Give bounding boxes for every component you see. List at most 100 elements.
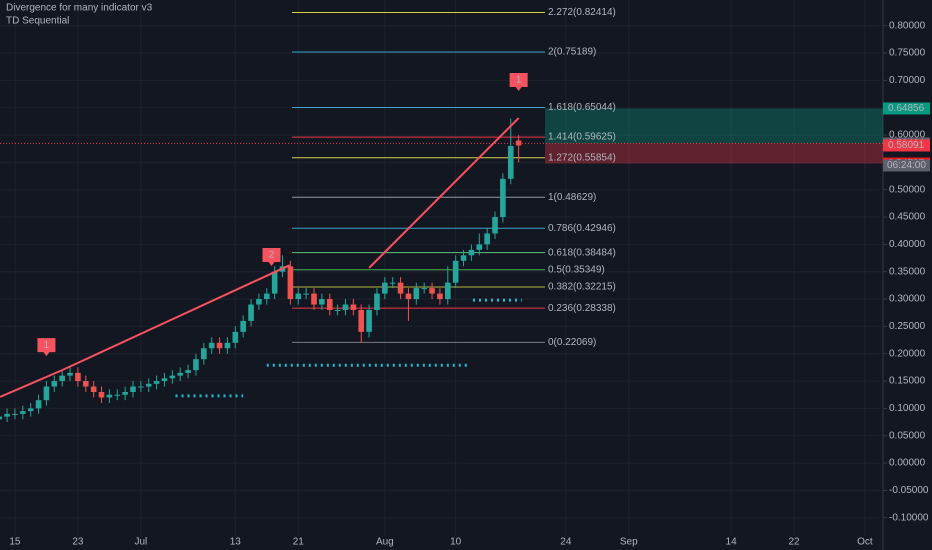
y-tick-label: 0.20000 [889, 348, 926, 359]
fib-label: 0.236(0.28338) [548, 303, 616, 314]
candle-body [366, 309, 372, 332]
candle-body [382, 282, 388, 294]
y-tick-label: 0.30000 [889, 294, 926, 305]
candle-body [114, 394, 121, 396]
candle-body [35, 400, 42, 409]
y-tick-label: 0.50000 [889, 184, 926, 195]
fib-label: 1.414(0.59625) [548, 132, 616, 143]
candle-body [500, 178, 506, 218]
candle-body [82, 381, 89, 387]
candle-body [263, 293, 270, 300]
indicator-label: Divergence for many indicator v3 [6, 3, 153, 14]
candle-body [515, 140, 522, 146]
fib-label: 1.618(0.65044) [548, 102, 616, 113]
candle-body [27, 408, 34, 412]
candle-body [350, 304, 357, 310]
y-tick-label: 0.00000 [889, 458, 926, 469]
candle-body [208, 342, 215, 349]
marker-label: 1 [44, 340, 50, 351]
x-tick-label: Aug [376, 537, 394, 548]
y-tick-label: 0.40000 [889, 239, 926, 250]
countdown-box [883, 159, 930, 172]
fib-label: 1(0.48629) [548, 192, 596, 203]
x-tick-label: 22 [789, 537, 801, 548]
candle-body [75, 372, 81, 382]
y-tick-label: 0.15000 [889, 376, 926, 387]
candle-body [492, 217, 498, 234]
candle-body [421, 288, 427, 290]
fib-label: 0.618(0.38484) [548, 247, 616, 258]
divergence-marker [37, 338, 56, 357]
candle-body [342, 304, 349, 310]
candle-body [303, 293, 309, 295]
candle-body [193, 359, 199, 371]
stop-zone [545, 143, 883, 164]
candle-body [311, 293, 317, 305]
x-tick-label: 10 [450, 537, 462, 548]
x-tick-label: 14 [726, 537, 738, 548]
divergence-line [61, 264, 291, 372]
candle-body [319, 299, 325, 305]
price-tag [883, 102, 930, 115]
candle-body [389, 282, 396, 284]
fib-label: 1.272(0.55854) [548, 152, 616, 163]
indicator-label: TD Sequential [6, 16, 69, 27]
fib-label: 0.382(0.32215) [548, 282, 616, 293]
candle-body [232, 331, 239, 343]
price-tag [883, 139, 930, 152]
candle-body [51, 381, 58, 387]
fib-label: 2.272(0.82414) [548, 7, 616, 18]
y-tick-label: -0.05000 [889, 485, 929, 496]
candle-body [20, 411, 26, 414]
marker-label: 2 [269, 250, 275, 261]
y-tick-label: 0.60000 [889, 130, 926, 141]
candle-body [240, 320, 246, 332]
candle-body [0, 416, 3, 420]
candle-body [43, 386, 50, 401]
candle-body [90, 386, 97, 392]
candle-body [358, 309, 365, 332]
candle-body [452, 260, 459, 283]
candle-body [326, 299, 333, 310]
x-tick-label: Oct [857, 537, 873, 548]
candle-body [468, 249, 475, 256]
candle-body [216, 342, 223, 349]
marker-label: 1 [516, 75, 522, 86]
candle-body [287, 266, 294, 300]
candle-body [444, 282, 451, 300]
candle-body [59, 375, 65, 382]
x-tick-label: Sep [620, 537, 638, 548]
divergence-line [368, 117, 520, 269]
countdown: 06:24:00 [887, 160, 926, 171]
y-tick-label: -0.10000 [889, 512, 929, 523]
candle-body [334, 309, 341, 311]
candle-body [476, 244, 483, 250]
candle-body [460, 255, 467, 261]
price-tag-label: 0.64856 [888, 103, 925, 114]
x-tick-label: 23 [72, 537, 84, 548]
fib-label: 0.5(0.35349) [548, 264, 605, 275]
candle-body [256, 299, 262, 305]
candle-body [185, 370, 191, 373]
fib-label: 0.786(0.42946) [548, 223, 616, 234]
candle-body [106, 394, 113, 398]
candle-body [429, 288, 435, 294]
candle-body [405, 293, 412, 300]
x-tick-label: Jul [134, 537, 147, 548]
candle-body [161, 378, 168, 382]
candle-body [248, 304, 254, 321]
candle-body [295, 293, 302, 300]
candle-body [397, 282, 404, 294]
candle-body [224, 342, 231, 349]
candle-body [98, 391, 105, 398]
price-tag-label: 0.58091 [888, 140, 925, 151]
candle-body [484, 233, 490, 245]
candle-body [122, 391, 128, 395]
candle-body [271, 271, 278, 294]
candle-body [437, 293, 443, 300]
x-tick-label: 24 [560, 537, 572, 548]
y-tick-label: 0.80000 [889, 20, 926, 31]
